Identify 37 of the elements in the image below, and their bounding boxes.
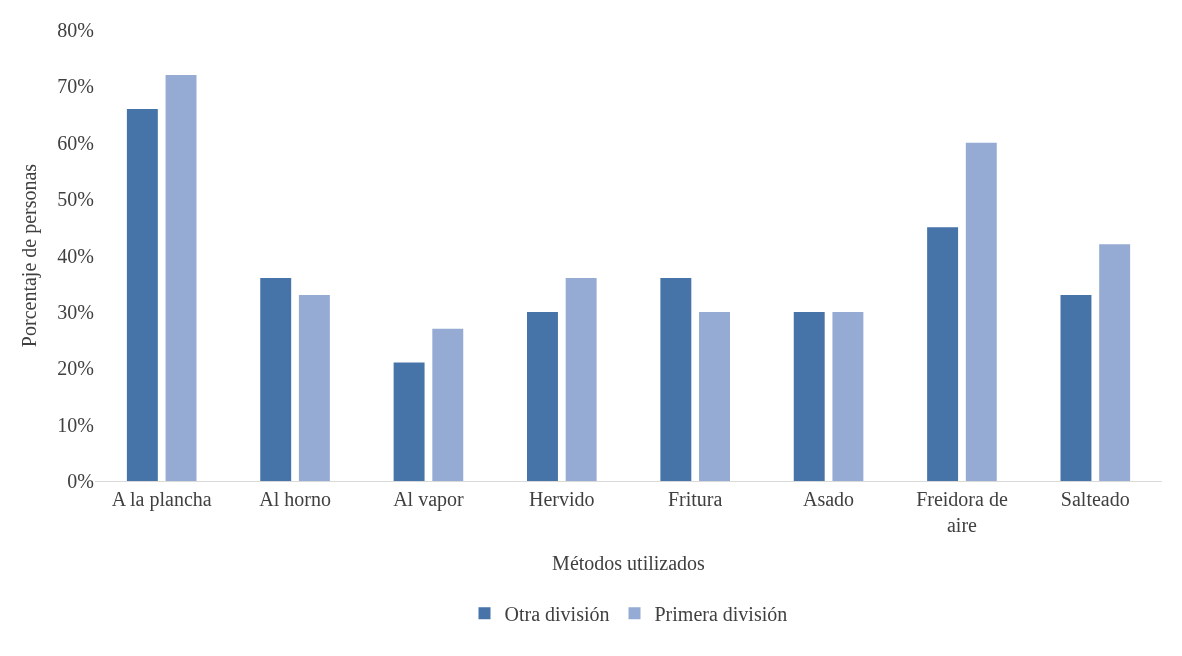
bar — [793, 311, 825, 481]
bar — [1099, 244, 1131, 481]
bar — [298, 294, 330, 481]
y-tick-label: 20% — [57, 357, 94, 380]
bar — [660, 278, 692, 481]
bar — [260, 278, 292, 481]
x-tick-label: Al vapor — [393, 488, 465, 511]
x-axis-title: Métodos utilizados — [552, 551, 706, 574]
bar — [927, 227, 959, 481]
bar — [565, 278, 597, 481]
y-axis-title: Porcentaje de personas — [17, 163, 41, 348]
legend-label: Otra división — [504, 603, 610, 626]
y-tick-label: 40% — [57, 244, 94, 267]
x-tick-label: Freidora de aire — [916, 488, 1008, 536]
x-tick-label: Salteado — [1060, 488, 1130, 510]
bar — [393, 362, 425, 481]
bar — [1060, 294, 1092, 481]
y-tick-label: 30% — [57, 300, 94, 323]
y-tick-label: 70% — [57, 75, 94, 98]
bar — [432, 328, 464, 481]
bar — [165, 75, 197, 481]
y-tick-label: 80% — [57, 19, 94, 41]
x-tick-label: A la plancha — [111, 488, 212, 511]
y-tick-label: 60% — [57, 131, 94, 154]
legend-label: Primera división — [654, 603, 788, 626]
x-tick-label: Hervido — [529, 488, 595, 510]
x-tick-label: Asado — [803, 488, 855, 510]
bar — [699, 311, 730, 481]
y-tick-label: 0% — [67, 470, 94, 492]
x-tick-label: Al horno — [259, 488, 331, 510]
bar — [965, 142, 997, 481]
x-tick-label: Fritura — [667, 488, 723, 510]
bar — [832, 311, 864, 481]
y-tick-label: 50% — [57, 188, 94, 211]
y-tick-label: 10% — [57, 413, 94, 436]
bar — [126, 108, 158, 481]
bar — [527, 311, 558, 481]
